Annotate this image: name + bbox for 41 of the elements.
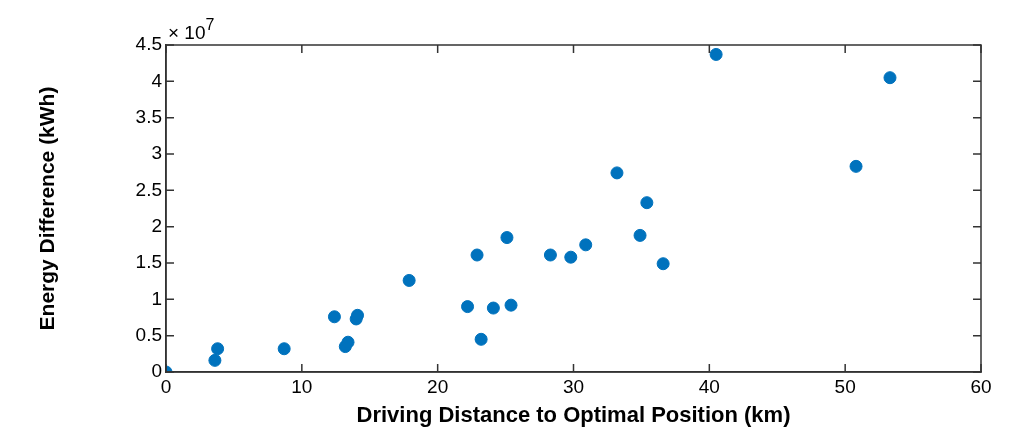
point — [486, 301, 500, 315]
x-tick-label: 20 — [427, 375, 449, 397]
point — [341, 335, 355, 349]
point — [351, 308, 365, 322]
x-tick-label: 10 — [291, 375, 313, 397]
point — [277, 342, 291, 356]
x-tick-label: 30 — [562, 375, 585, 397]
y-tick-label: 4 — [151, 69, 163, 91]
point — [709, 47, 723, 61]
y-tick-label: 3.5 — [135, 105, 162, 127]
point — [543, 248, 557, 262]
point — [849, 159, 863, 173]
y-tick-label: 1 — [151, 287, 162, 309]
point — [633, 228, 647, 242]
y-tick-label: 0 — [151, 360, 162, 382]
point — [208, 353, 222, 367]
x-tick-label: 40 — [698, 375, 720, 397]
point — [656, 257, 670, 271]
point — [470, 248, 484, 262]
point — [610, 166, 624, 180]
point — [579, 238, 593, 252]
point — [327, 310, 341, 324]
y-tick-label: 1.5 — [135, 251, 162, 273]
point — [564, 250, 578, 264]
point — [500, 231, 514, 245]
point — [883, 71, 897, 85]
point — [504, 298, 518, 312]
y-tick-label: 2 — [151, 214, 162, 236]
point — [211, 342, 225, 356]
point — [461, 300, 475, 314]
x-axis-title: Driving Distance to Optimal Position (km) — [356, 401, 791, 427]
point — [402, 273, 416, 287]
y-axis-title: Energy Difference (kWh) — [35, 86, 59, 331]
x-tick-label: 60 — [970, 375, 992, 397]
point — [474, 332, 488, 346]
y-tick-label: 3 — [151, 142, 162, 164]
y-tick-label: 4.5 — [135, 33, 162, 55]
y-tick-label: 2.5 — [135, 178, 162, 200]
x-tick-label: 50 — [834, 375, 856, 397]
y-tick-label: 0.5 — [135, 323, 162, 345]
point — [640, 196, 654, 210]
